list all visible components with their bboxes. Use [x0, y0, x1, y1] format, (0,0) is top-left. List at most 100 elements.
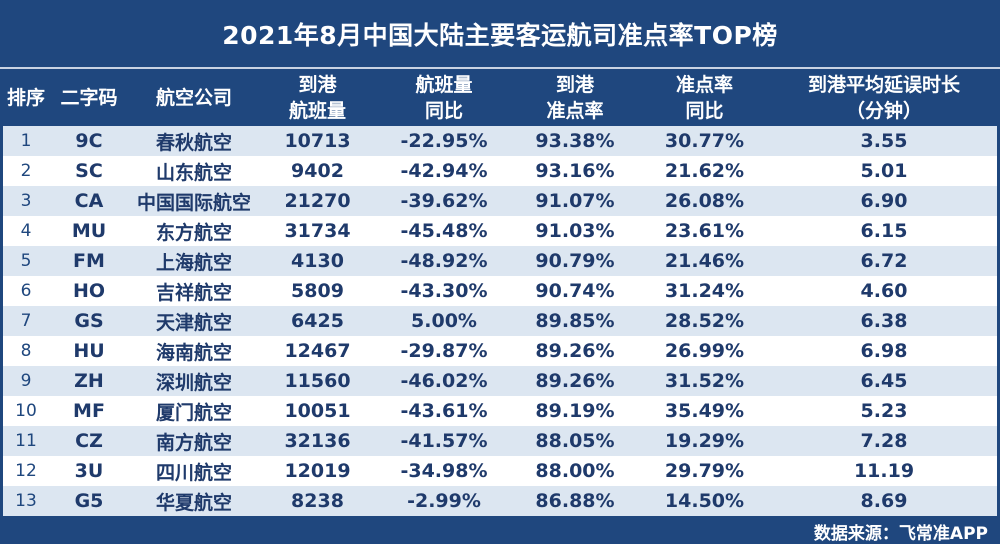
avg-delay-cell: 6.90 [771, 186, 997, 216]
table-title: 2021年8月中国大陆主要客运航司准点率TOP榜 [222, 21, 778, 50]
flights-cell: 5809 [259, 276, 376, 306]
ranking-table: 排序 二字码 航空公司 到港 航班量 航班量 同比 到港 准点率 准点率 同比 … [3, 69, 997, 516]
flights-cell: 10051 [259, 396, 376, 426]
rank-cell: 3 [3, 186, 49, 216]
table-row: 11 CZ 南方航空 32136 -41.57% 88.05% 19.29% 7.28 [3, 426, 997, 456]
ontime-rate-cell: 93.38% [512, 126, 638, 156]
avg-delay-cell: 11.19 [771, 456, 997, 486]
code-cell: 3U [49, 456, 129, 486]
ontime-yoy-cell: 35.49% [638, 396, 771, 426]
airline-cell: 上海航空 [129, 246, 259, 276]
code-cell: MU [49, 216, 129, 246]
header-rank: 排序 [3, 69, 49, 126]
code-cell: SC [49, 156, 129, 186]
code-cell: FM [49, 246, 129, 276]
table-row: 6 HO 吉祥航空 5809 -43.30% 90.74% 31.24% 4.60 [3, 276, 997, 306]
code-cell: CZ [49, 426, 129, 456]
flights-yoy-cell: -42.94% [376, 156, 512, 186]
airline-cell: 四川航空 [129, 456, 259, 486]
table-body: 1 9C 春秋航空 10713 -22.95% 93.38% 30.77% 3.55 2 SC 山东… [3, 126, 997, 516]
avg-delay-cell: 6.98 [771, 336, 997, 366]
flights-cell: 10713 [259, 126, 376, 156]
header-ontime-yoy: 准点率 同比 [638, 69, 771, 126]
ontime-yoy-cell: 26.99% [638, 336, 771, 366]
airline-cell: 海南航空 [129, 336, 259, 366]
header-iata-code: 二字码 [49, 69, 129, 126]
code-cell: ZH [49, 366, 129, 396]
rank-cell: 13 [3, 486, 49, 516]
table-row: 10 MF 厦门航空 10051 -43.61% 89.19% 35.49% 5.23 [3, 396, 997, 426]
table-row: 5 FM 上海航空 4130 -48.92% 90.79% 21.46% 6.72 [3, 246, 997, 276]
avg-delay-cell: 5.23 [771, 396, 997, 426]
table-header-row: 排序 二字码 航空公司 到港 航班量 航班量 同比 到港 准点率 准点率 同比 … [3, 69, 997, 126]
avg-delay-cell: 8.69 [771, 486, 997, 516]
flights-yoy-cell: -48.92% [376, 246, 512, 276]
avg-delay-cell: 7.28 [771, 426, 997, 456]
ontime-rate-cell: 88.05% [512, 426, 638, 456]
ontime-yoy-cell: 21.46% [638, 246, 771, 276]
code-cell: MF [49, 396, 129, 426]
data-source: 数据来源：飞常准APP [813, 524, 988, 544]
rank-cell: 12 [3, 456, 49, 486]
table-row: 1 9C 春秋航空 10713 -22.95% 93.38% 30.77% 3.55 [3, 126, 997, 156]
table-row: 7 GS 天津航空 6425 5.00% 89.85% 28.52% 6.38 [3, 306, 997, 336]
flights-cell: 32136 [259, 426, 376, 456]
flights-yoy-cell: -29.87% [376, 336, 512, 366]
avg-delay-cell: 6.72 [771, 246, 997, 276]
code-cell: GS [49, 306, 129, 336]
airline-cell: 深圳航空 [129, 366, 259, 396]
code-cell: HU [49, 336, 129, 366]
flights-yoy-cell: -43.30% [376, 276, 512, 306]
table-row: 3 CA 中国国际航空 21270 -39.62% 91.07% 26.08% 6.90 [3, 186, 997, 216]
ontime-yoy-cell: 14.50% [638, 486, 771, 516]
flights-cell: 12019 [259, 456, 376, 486]
flights-yoy-cell: -22.95% [376, 126, 512, 156]
footer-bar: 数据来源：飞常准APP [0, 516, 1000, 544]
flights-yoy-cell: -46.02% [376, 366, 512, 396]
ontime-rate-cell: 93.16% [512, 156, 638, 186]
rank-cell: 7 [3, 306, 49, 336]
rank-cell: 10 [3, 396, 49, 426]
rank-cell: 2 [3, 156, 49, 186]
flights-cell: 12467 [259, 336, 376, 366]
title-divider [0, 67, 1000, 69]
airline-cell: 南方航空 [129, 426, 259, 456]
airline-cell: 春秋航空 [129, 126, 259, 156]
avg-delay-cell: 4.60 [771, 276, 997, 306]
avg-delay-cell: 5.01 [771, 156, 997, 186]
table-row: 2 SC 山东航空 9402 -42.94% 93.16% 21.62% 5.01 [3, 156, 997, 186]
ontime-rate-cell: 90.74% [512, 276, 638, 306]
rank-cell: 8 [3, 336, 49, 366]
ontime-yoy-cell: 31.24% [638, 276, 771, 306]
header-ontime-rate: 到港 准点率 [512, 69, 638, 126]
flights-yoy-cell: -34.98% [376, 456, 512, 486]
ontime-yoy-cell: 28.52% [638, 306, 771, 336]
airline-cell: 山东航空 [129, 156, 259, 186]
flights-cell: 4130 [259, 246, 376, 276]
rank-cell: 5 [3, 246, 49, 276]
ontime-rate-cell: 89.26% [512, 336, 638, 366]
ontime-rate-cell: 86.88% [512, 486, 638, 516]
rank-cell: 11 [3, 426, 49, 456]
ontime-rate-cell: 89.26% [512, 366, 638, 396]
avg-delay-cell: 6.45 [771, 366, 997, 396]
flights-cell: 21270 [259, 186, 376, 216]
airline-cell: 厦门航空 [129, 396, 259, 426]
table-row: 9 ZH 深圳航空 11560 -46.02% 89.26% 31.52% 6.45 [3, 366, 997, 396]
code-cell: 9C [49, 126, 129, 156]
rank-cell: 1 [3, 126, 49, 156]
airline-cell: 中国国际航空 [129, 186, 259, 216]
airline-cell: 天津航空 [129, 306, 259, 336]
flights-cell: 31734 [259, 216, 376, 246]
ontime-yoy-cell: 29.79% [638, 456, 771, 486]
flights-cell: 9402 [259, 156, 376, 186]
rank-cell: 4 [3, 216, 49, 246]
flights-cell: 8238 [259, 486, 376, 516]
code-cell: G5 [49, 486, 129, 516]
flights-yoy-cell: -45.48% [376, 216, 512, 246]
flights-yoy-cell: -43.61% [376, 396, 512, 426]
airline-cell: 东方航空 [129, 216, 259, 246]
flights-cell: 11560 [259, 366, 376, 396]
flights-yoy-cell: -2.99% [376, 486, 512, 516]
